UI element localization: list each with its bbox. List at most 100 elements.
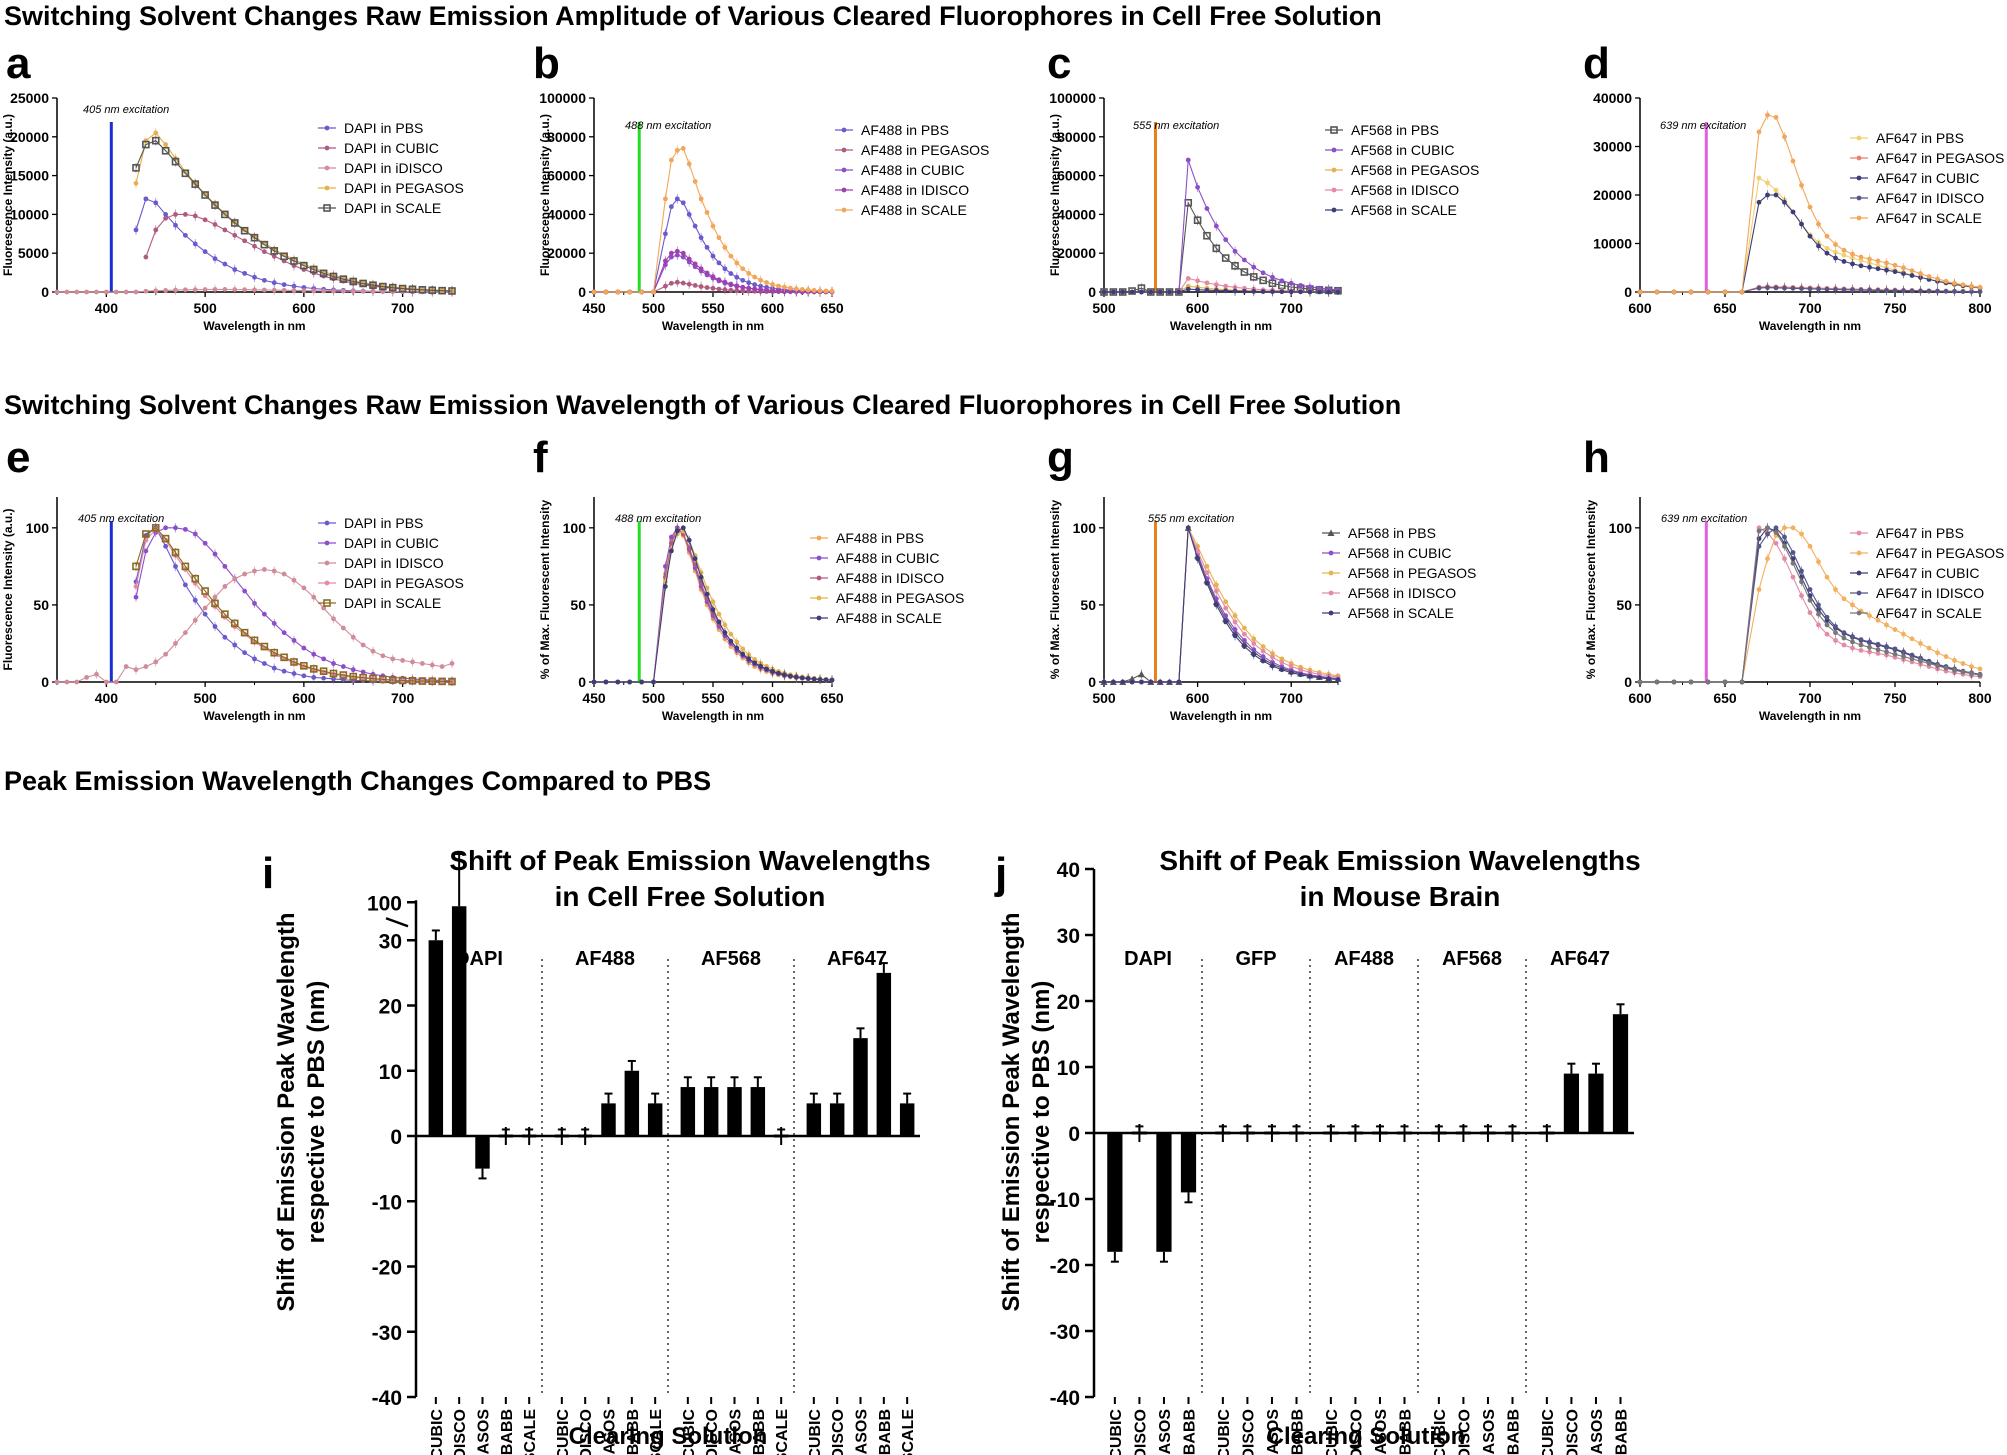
- y-tick-label: 80000: [1057, 129, 1096, 145]
- data-point: [221, 210, 229, 219]
- data-point: [716, 619, 722, 625]
- x-tick-label: 600: [292, 690, 316, 706]
- data-point: [232, 576, 238, 582]
- data-point: [1824, 245, 1830, 251]
- data-point: [1176, 289, 1182, 295]
- data-point: [710, 223, 716, 229]
- data-point: [1926, 274, 1932, 279]
- data-point: [1790, 550, 1796, 555]
- bar: [647, 1103, 663, 1136]
- data-point: [1330, 126, 1338, 134]
- legend-label: AF488 in IDISCO: [836, 570, 944, 586]
- data-point: [398, 676, 407, 685]
- legend-label: DAPI in PEGASOS: [344, 575, 464, 591]
- group-label: AF488: [1334, 948, 1394, 970]
- x-tick-label: 500: [1092, 690, 1116, 706]
- data-point: [752, 274, 758, 280]
- data-point: [133, 180, 139, 186]
- legend-label: AF568 in PEGASOS: [1348, 565, 1476, 581]
- data-point: [752, 656, 758, 662]
- y-tick-label: -10: [372, 1191, 402, 1214]
- data-point: [1858, 642, 1864, 648]
- data-point: [252, 274, 257, 280]
- data-point: [1213, 602, 1219, 608]
- category-label: BABB: [1398, 1409, 1415, 1455]
- y-axis-label: respective to PBS (nm): [1028, 981, 1055, 1244]
- category-label: BABB: [877, 1409, 894, 1455]
- data-point: [591, 289, 597, 295]
- data-point: [1782, 543, 1787, 549]
- legend-label: AF647 in PBS: [1876, 130, 1964, 146]
- data-point: [329, 669, 338, 678]
- data-point: [692, 283, 698, 288]
- chart-panel-f: f 0 50 100 450 500 550 600 650 Wavelength in nm % …: [533, 433, 964, 723]
- legend-entry: DAPI in SCALE: [318, 595, 441, 611]
- data-point: [163, 525, 169, 531]
- data-point: [133, 584, 139, 589]
- y-axis-label: Fluorescence Intensity (a.u.): [1048, 114, 1062, 276]
- data-point: [1270, 663, 1275, 669]
- data-point: [728, 631, 734, 637]
- excitation-label: 639 nm excitation: [1661, 513, 1747, 525]
- data-point: [1242, 637, 1247, 643]
- data-point: [192, 241, 198, 247]
- data-point: [359, 673, 367, 682]
- data-point: [300, 662, 308, 670]
- data-point: [1909, 652, 1915, 658]
- series-line: [594, 147, 833, 293]
- category-label: PEGASOS: [1589, 1409, 1606, 1455]
- data-point: [1824, 574, 1830, 580]
- bar: [703, 1087, 719, 1136]
- category-label: BABB: [1182, 1409, 1199, 1455]
- legend-entry: AF488 in PBS: [810, 530, 924, 546]
- data-point: [163, 142, 169, 147]
- data-point: [182, 232, 188, 238]
- section-title-peak-shift: Peak Emission Wavelength Changes Compare…: [4, 766, 711, 796]
- data-point: [1875, 641, 1881, 647]
- data-point: [1298, 289, 1303, 295]
- legend-entry: AF647 in SCALE: [1850, 605, 1982, 621]
- data-point: [1856, 570, 1862, 576]
- data-point: [1242, 625, 1247, 631]
- data-point: [1756, 285, 1762, 291]
- data-point: [388, 283, 397, 292]
- legend-entry: AF647 in CUBIC: [1850, 170, 1979, 186]
- data-point: [1705, 679, 1711, 685]
- data-point: [349, 277, 358, 286]
- data-point: [1251, 264, 1257, 270]
- data-point: [1242, 257, 1247, 263]
- data-point: [182, 212, 188, 217]
- data-point: [331, 616, 336, 622]
- data-point: [1242, 644, 1247, 649]
- data-point: [752, 660, 758, 666]
- bar-chart-title: in Cell Free Solution: [555, 881, 826, 912]
- data-point: [319, 269, 328, 278]
- data-point: [734, 639, 740, 645]
- data-point: [1841, 252, 1847, 258]
- data-point: [380, 653, 386, 659]
- data-point: [438, 677, 446, 686]
- legend-label: AF647 in PEGASOS: [1876, 545, 2004, 561]
- data-point: [1909, 268, 1915, 274]
- data-point: [1242, 631, 1247, 637]
- series-c-1: [1101, 157, 1341, 295]
- data-point: [202, 540, 208, 546]
- data-point: [1884, 622, 1889, 628]
- data-point: [728, 638, 734, 644]
- x-tick-label: 700: [391, 300, 415, 316]
- x-tick-label: 700: [1280, 300, 1304, 316]
- data-point: [1288, 289, 1294, 295]
- data-point: [591, 679, 597, 685]
- data-point: [793, 286, 799, 292]
- data-point: [1773, 540, 1779, 546]
- data-point: [142, 140, 150, 149]
- data-point: [639, 289, 644, 295]
- data-point: [94, 289, 99, 295]
- data-point: [261, 287, 267, 293]
- category-label: CUBIC: [555, 1409, 572, 1455]
- data-point: [1148, 679, 1154, 685]
- data-point: [438, 286, 446, 295]
- y-tick-label: 0: [1624, 674, 1632, 690]
- data-point: [232, 267, 238, 272]
- data-point: [722, 279, 728, 285]
